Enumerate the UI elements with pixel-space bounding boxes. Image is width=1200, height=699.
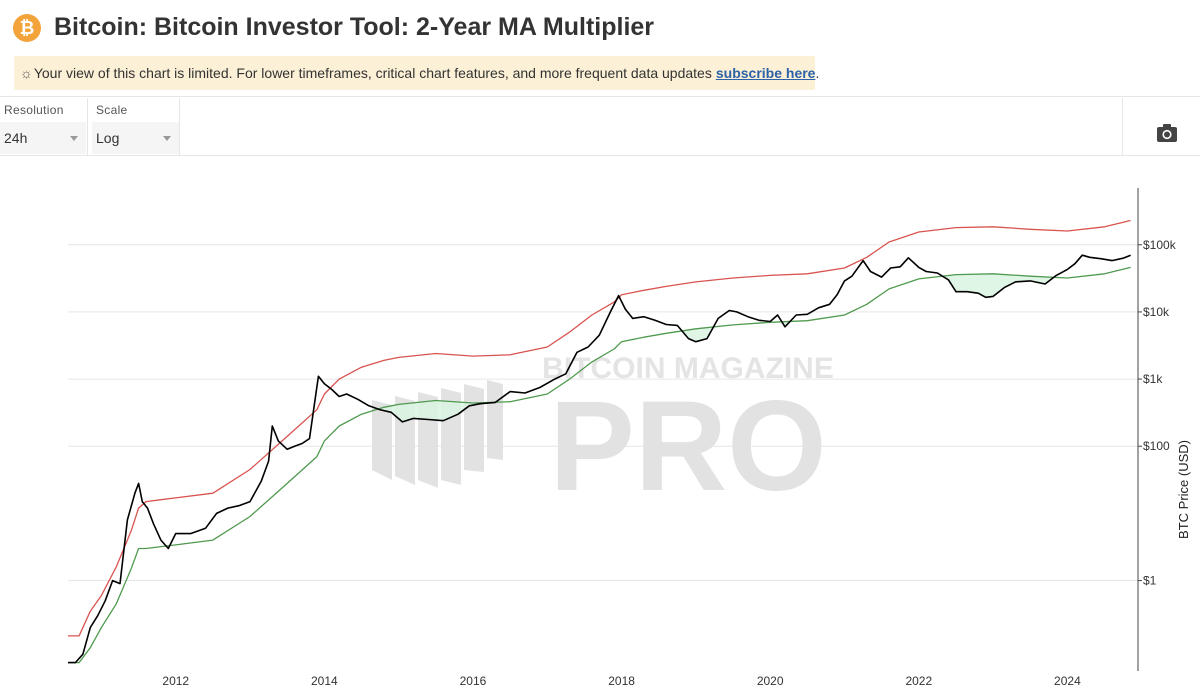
x-tick-label: 2014 — [311, 674, 338, 688]
buy-zone-fill — [782, 321, 790, 327]
buy-zone-fill — [378, 400, 496, 422]
chevron-down-icon — [70, 136, 78, 141]
x-tick-label: 2020 — [757, 674, 784, 688]
chevron-down-icon — [163, 136, 171, 141]
scale-control: Scale Log — [92, 98, 179, 155]
watermark: BITCOIN MAGAZINE PRO — [372, 352, 834, 518]
x-tick-label: 2016 — [460, 674, 487, 688]
grid — [68, 244, 1138, 582]
watermark-line1: BITCOIN MAGAZINE — [542, 352, 834, 385]
notice-text: Your view of this chart is limited. For … — [33, 65, 712, 81]
resolution-control: Resolution 24h — [0, 98, 86, 155]
x-tick-label: 2012 — [162, 674, 189, 688]
resolution-select[interactable]: 24h — [0, 122, 86, 154]
scale-value: Log — [96, 130, 120, 146]
control-divider — [87, 98, 88, 155]
x-tick-label: 2022 — [905, 674, 932, 688]
notice-suffix: . — [815, 65, 820, 81]
y-tick-label: $1 — [1143, 574, 1157, 588]
controls-top-border — [0, 96, 1200, 97]
camera-icon[interactable] — [1156, 123, 1178, 143]
scale-select[interactable]: Log — [92, 122, 179, 154]
resolution-label: Resolution — [4, 103, 64, 117]
buy-zone-fill — [942, 273, 1054, 298]
resolution-value: 24h — [4, 130, 28, 146]
subscribe-link[interactable]: subscribe here — [715, 65, 816, 81]
scale-label: Scale — [96, 103, 128, 117]
y-tick-label: $100k — [1143, 238, 1177, 252]
controls-bottom-border — [0, 155, 1200, 156]
x-tick-label: 2024 — [1054, 674, 1081, 688]
y-axis-label: BTC Price (USD) — [1176, 440, 1191, 539]
y-tick-label: $100 — [1143, 439, 1170, 453]
price-line — [68, 254, 1131, 664]
page-header: ₿ Bitcoin: Bitcoin Investor Tool: 2-Year… — [0, 0, 1200, 56]
limited-view-notice: ☼ Your view of this chart is limited. Fo… — [14, 56, 819, 90]
axes: $1 $100 $1k $10k $100k 2012 2014 2016 2018 2020 20… — [162, 188, 1177, 688]
page-title: Bitcoin: Bitcoin Investor Tool: 2-Year M… — [54, 13, 655, 41]
bitcoin-logo-icon: ₿ — [13, 14, 41, 42]
buy-zone-fill — [682, 327, 713, 342]
upper-band-line — [68, 219, 1131, 637]
series — [68, 219, 1131, 664]
control-divider — [1122, 98, 1123, 155]
y-tick-label: $10k — [1143, 305, 1170, 319]
watermark-bars-icon — [372, 380, 503, 488]
x-tick-label: 2018 — [608, 674, 635, 688]
control-divider — [179, 98, 180, 155]
lower-band-line — [68, 266, 1131, 664]
chart: BITCOIN MAGAZINE PRO $1 $100 $1k $10k $100k 2… — [68, 188, 1191, 688]
y-tick-label: $1k — [1143, 372, 1163, 386]
sun-icon: ☼ — [20, 65, 33, 81]
